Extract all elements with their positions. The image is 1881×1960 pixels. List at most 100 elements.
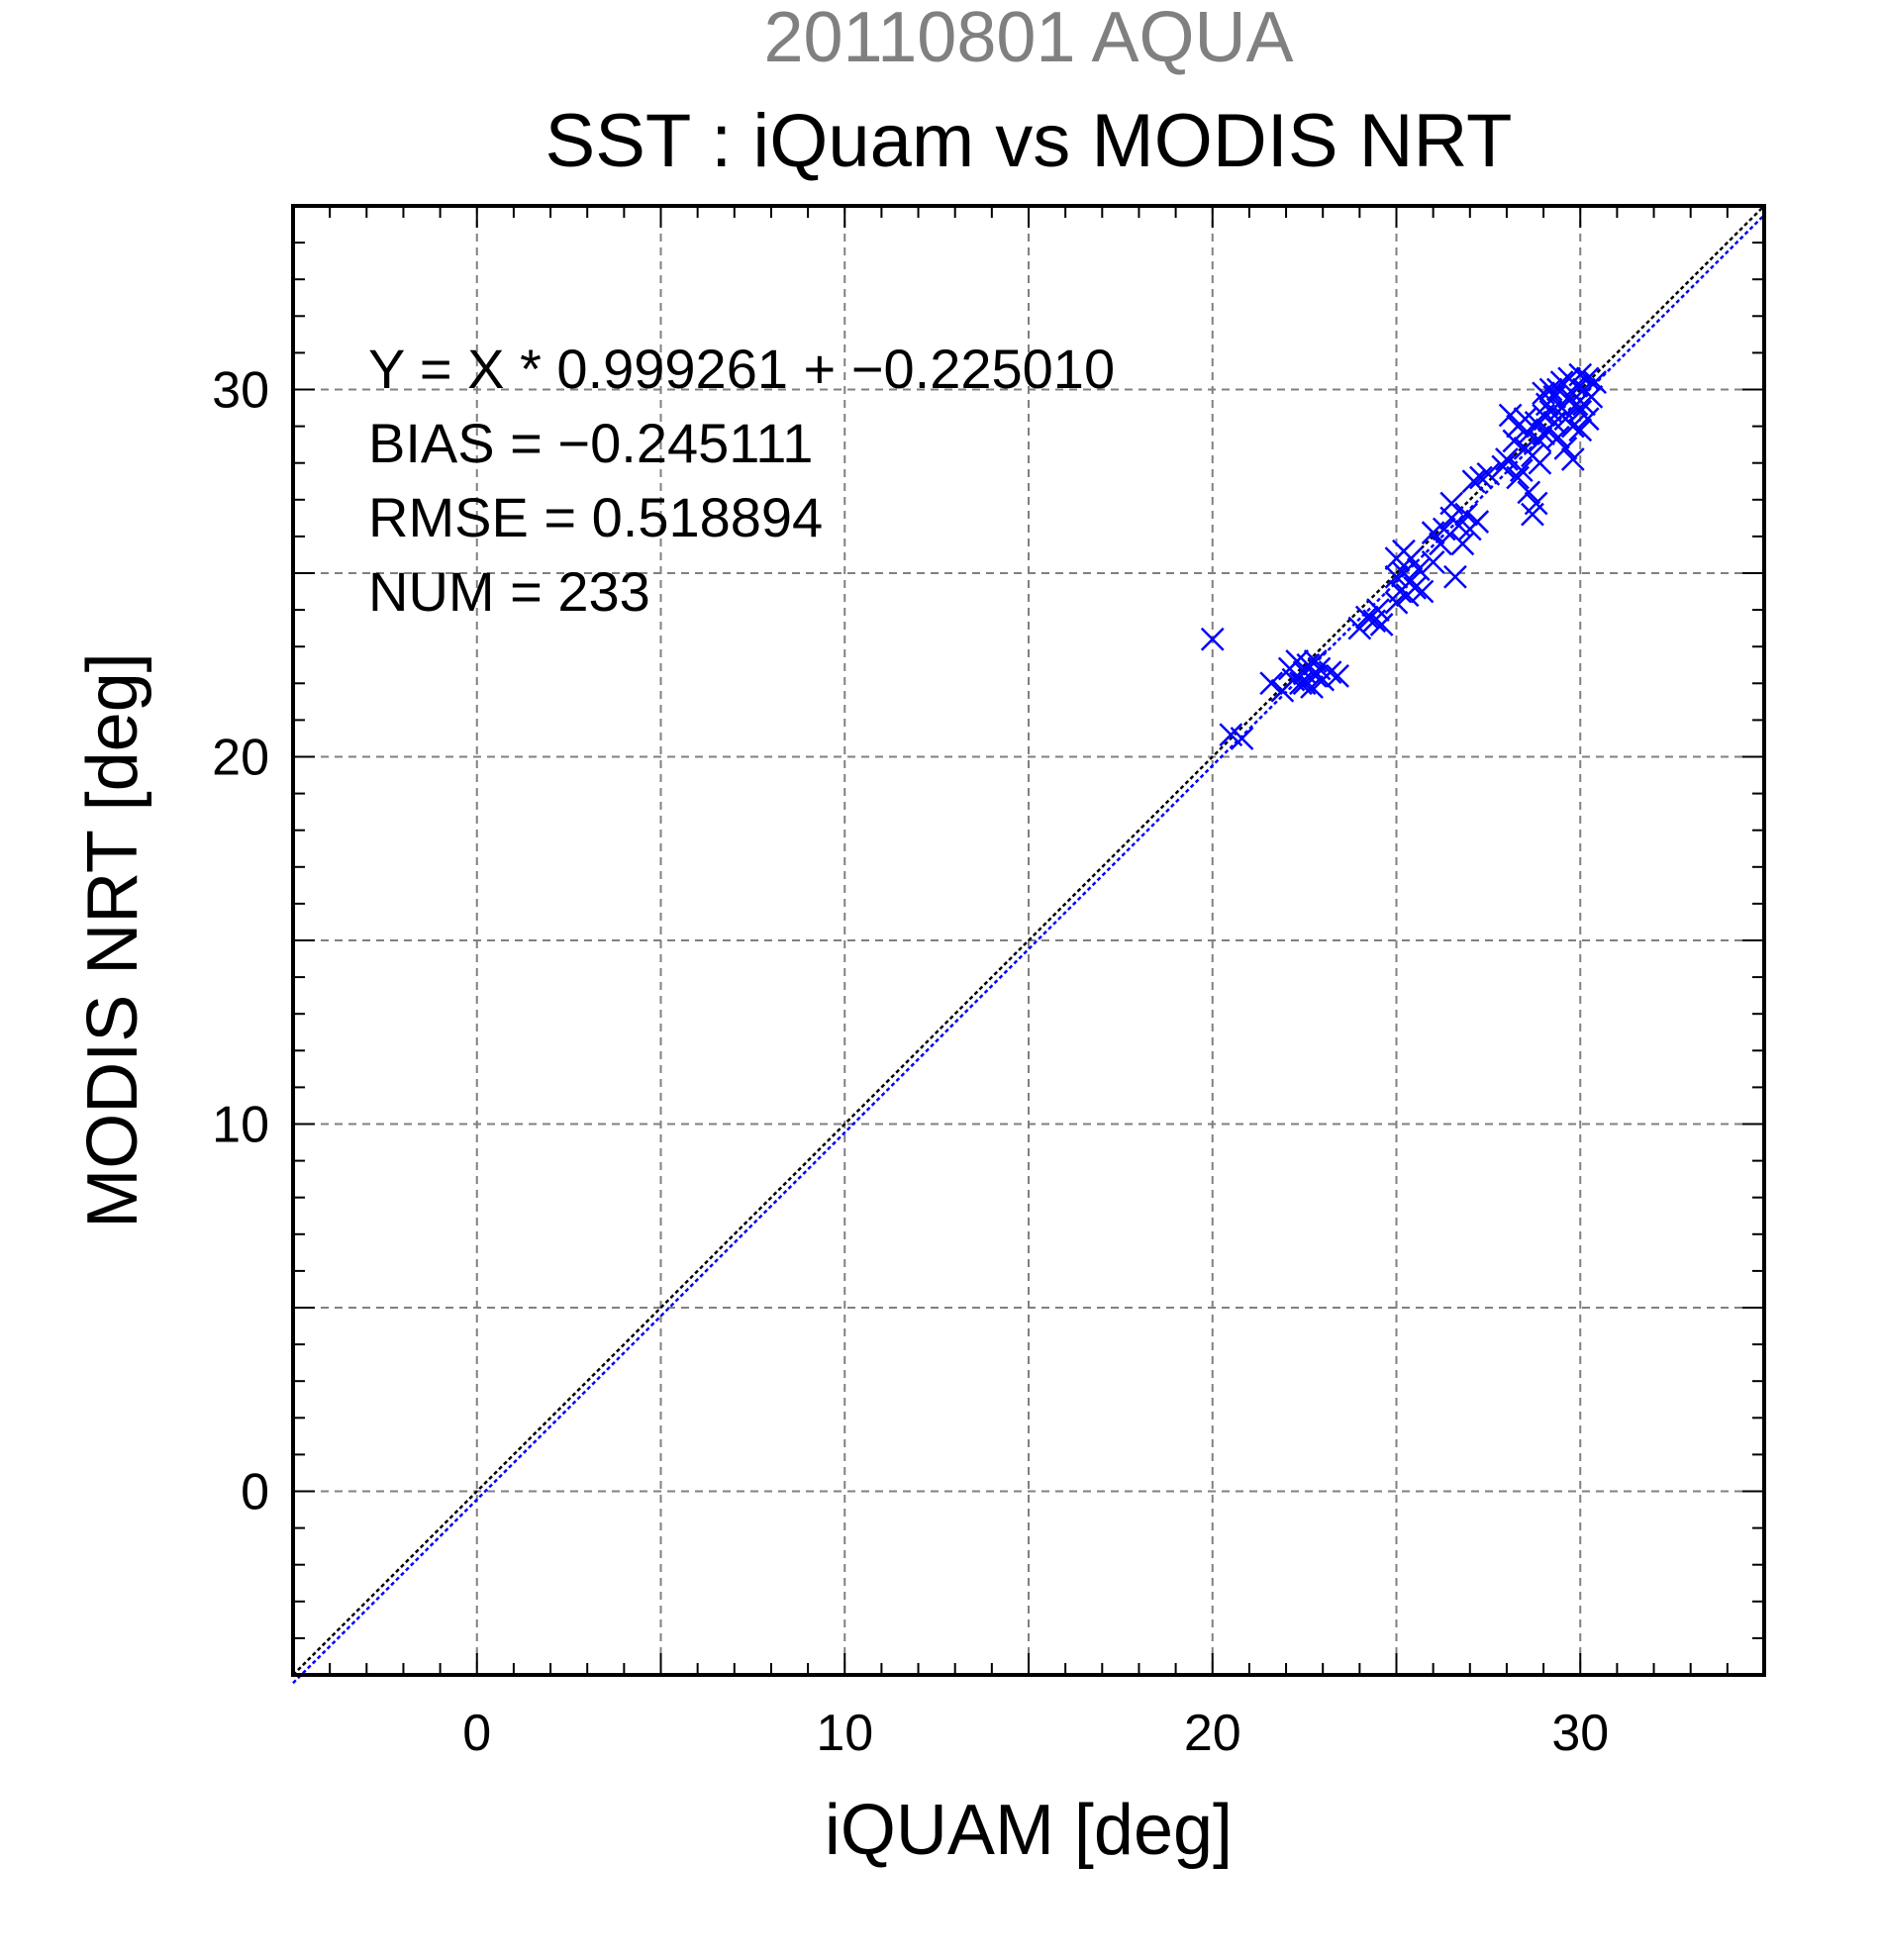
data-point <box>1429 532 1452 556</box>
data-point <box>1421 549 1445 574</box>
data-point-stroke <box>1549 396 1574 420</box>
data-point-stroke <box>1528 429 1552 453</box>
data-point <box>1506 465 1530 490</box>
data-point <box>1384 564 1409 589</box>
stats-box: Y = X * 0.999261 + −0.225010 BIAS = −0.2… <box>368 338 1115 623</box>
data-point <box>1495 447 1519 471</box>
stat-num: NUM = 233 <box>368 560 650 623</box>
data-point <box>1553 436 1578 460</box>
data-point-stroke <box>1546 425 1570 449</box>
x-tick-label: 20 <box>1184 1705 1241 1762</box>
data-point-stroke <box>1384 564 1409 589</box>
data-point <box>1560 414 1585 439</box>
data-point-stroke <box>1432 517 1456 541</box>
data-point-stroke <box>1200 627 1225 651</box>
data-point-stroke <box>1354 605 1379 630</box>
data-point <box>1230 727 1254 750</box>
data-point <box>1259 671 1284 696</box>
reference-lines <box>292 205 1765 1685</box>
data-point-stroke <box>1524 491 1548 516</box>
data-point <box>1403 575 1427 600</box>
data-point <box>1498 403 1523 428</box>
data-point-stroke <box>1347 616 1372 640</box>
data-point <box>1568 418 1593 442</box>
data-point-stroke <box>1259 671 1284 696</box>
data-point-stroke <box>1296 652 1321 677</box>
data-point-stroke <box>1506 465 1530 490</box>
data-point <box>1560 447 1585 471</box>
data-point-stroke <box>1429 532 1452 556</box>
data-point <box>1579 385 1604 409</box>
data-point <box>1583 370 1607 394</box>
y-tick-label: 10 <box>212 1097 269 1154</box>
data-point-stroke <box>1461 469 1486 494</box>
data-point <box>1549 370 1574 394</box>
data-point <box>1454 502 1478 527</box>
data-point-stroke <box>1326 663 1349 688</box>
x-tick-label: 10 <box>816 1705 873 1762</box>
data-point-stroke <box>1406 557 1431 582</box>
data-point <box>1491 454 1516 479</box>
data-point <box>1354 605 1379 630</box>
data-point <box>1432 517 1456 541</box>
stat-bias: BIAS = −0.245111 <box>368 412 813 474</box>
data-point <box>1502 429 1527 453</box>
data-points <box>1200 362 1607 750</box>
data-point-stroke <box>1553 436 1578 460</box>
data-point <box>1517 480 1541 505</box>
data-point-stroke <box>1568 418 1593 442</box>
data-point-stroke <box>1403 575 1427 600</box>
data-point <box>1564 392 1589 417</box>
data-point <box>1347 616 1372 640</box>
data-point-stroke <box>1517 480 1541 505</box>
tick-labels: 0 10 20 30 0 10 20 30 <box>212 362 1609 1763</box>
data-point <box>1366 598 1390 622</box>
data-point-stroke <box>1421 549 1445 574</box>
data-point <box>1524 491 1548 516</box>
data-point-stroke <box>1502 429 1527 453</box>
data-point <box>1292 671 1317 696</box>
y-tick-label: 0 <box>241 1464 269 1521</box>
data-point-stroke <box>1469 465 1493 490</box>
x-tick-label: 0 <box>462 1705 491 1762</box>
data-point-stroke <box>1575 366 1600 391</box>
data-point-stroke <box>1513 407 1537 432</box>
data-point <box>1538 377 1563 402</box>
data-point-stroke <box>1560 447 1585 471</box>
data-point-stroke <box>1528 450 1552 475</box>
data-point <box>1443 564 1467 589</box>
data-point-stroke <box>1292 671 1317 696</box>
data-point <box>1303 649 1328 673</box>
data-point <box>1461 469 1486 494</box>
data-point-stroke <box>1495 447 1519 471</box>
data-point <box>1399 546 1424 571</box>
data-point <box>1439 491 1464 516</box>
y-axis-label: MODIS NRT [deg] <box>73 652 152 1228</box>
data-point-stroke <box>1219 723 1243 747</box>
data-point <box>1369 613 1394 637</box>
date-title: 20110801 AQUA <box>763 0 1293 77</box>
data-point <box>1406 557 1431 582</box>
data-point-stroke <box>1230 727 1254 750</box>
stat-equation: Y = X * 0.999261 + −0.225010 <box>368 338 1115 400</box>
one-to-one-line <box>292 205 1765 1676</box>
data-point <box>1450 532 1475 556</box>
data-point-stroke <box>1583 370 1607 394</box>
y-tick-label: 30 <box>212 362 269 420</box>
data-point-stroke <box>1465 510 1490 534</box>
data-point-stroke <box>1446 513 1471 538</box>
data-point-stroke <box>1575 407 1600 432</box>
chart-title: SST : iQuam vs MODIS NRT <box>545 99 1513 183</box>
data-point-stroke <box>1439 491 1464 516</box>
data-point-stroke <box>1450 532 1475 556</box>
data-point <box>1476 461 1501 486</box>
data-point-stroke <box>1532 381 1555 406</box>
data-point <box>1575 407 1600 432</box>
data-point <box>1465 510 1490 534</box>
data-point <box>1326 663 1349 688</box>
data-point <box>1509 458 1534 483</box>
data-point-stroke <box>1410 579 1435 604</box>
data-point-stroke <box>1454 502 1478 527</box>
data-point <box>1528 429 1552 453</box>
